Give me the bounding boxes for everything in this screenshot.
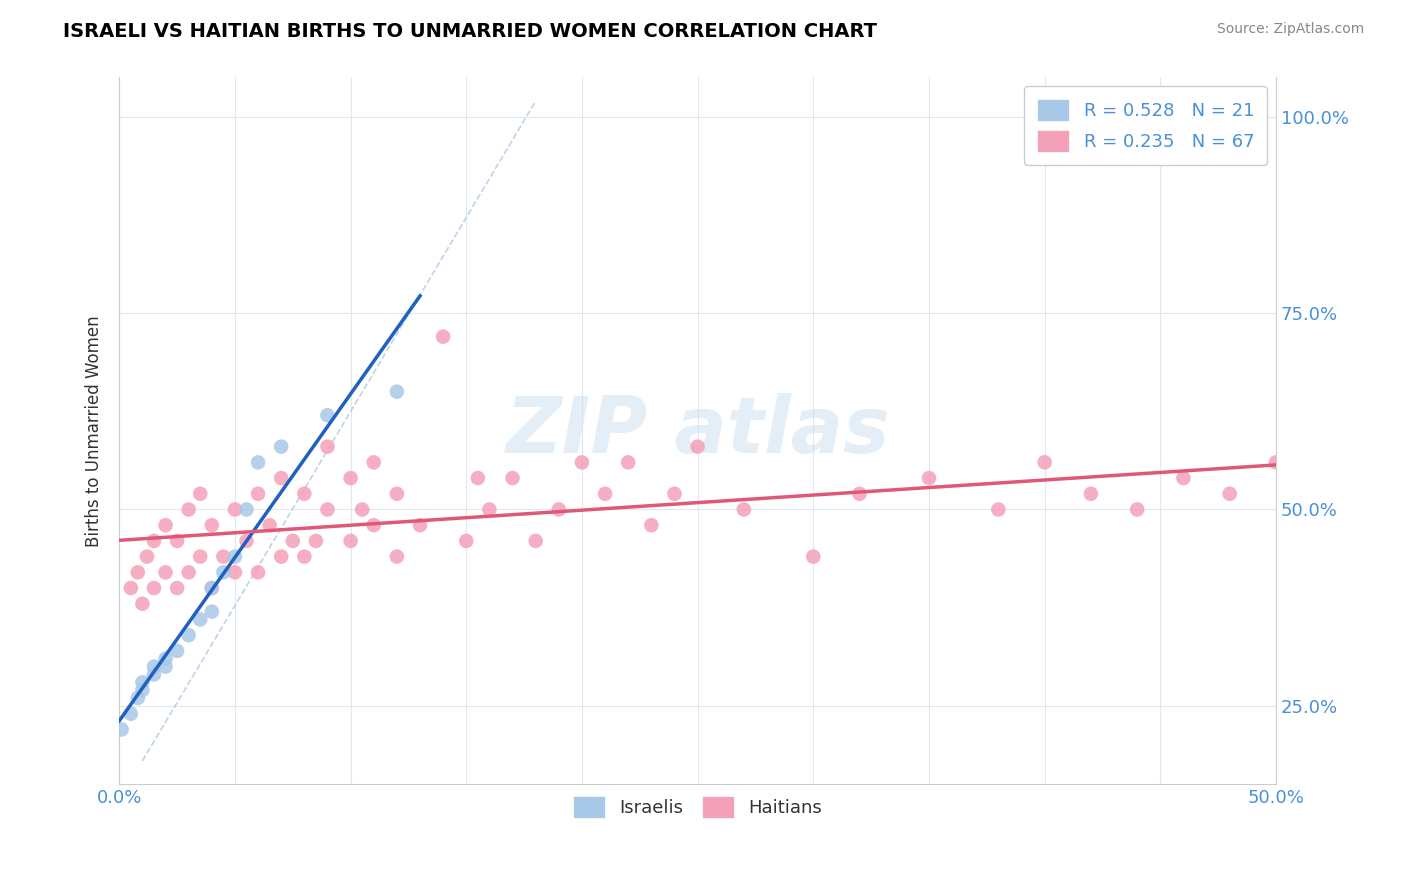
Haitians: [316, 440, 339, 454]
Haitians: [177, 502, 200, 516]
Haitians: [247, 566, 270, 580]
Haitians: [432, 329, 454, 343]
Haitians: [524, 533, 547, 548]
Haitians: [339, 471, 361, 485]
Haitians: [177, 566, 200, 580]
Text: ISRAELI VS HAITIAN BIRTHS TO UNMARRIED WOMEN CORRELATION CHART: ISRAELI VS HAITIAN BIRTHS TO UNMARRIED W…: [63, 22, 877, 41]
Haitians: [547, 502, 569, 516]
Israelis: [143, 667, 166, 681]
Haitians: [363, 455, 385, 469]
Israelis: [155, 659, 177, 673]
Israelis: [247, 455, 270, 469]
Israelis: [316, 408, 339, 422]
Haitians: [848, 487, 870, 501]
Haitians: [259, 518, 281, 533]
Israelis: [270, 440, 292, 454]
Haitians: [201, 581, 224, 595]
Haitians: [502, 471, 524, 485]
Israelis: [110, 723, 132, 737]
Haitians: [1173, 471, 1195, 485]
Haitians: [456, 533, 478, 548]
Haitians: [143, 533, 166, 548]
Haitians: [918, 471, 941, 485]
Haitians: [478, 502, 501, 516]
Haitians: [385, 487, 408, 501]
Haitians: [385, 549, 408, 564]
Israelis: [201, 605, 224, 619]
Haitians: [188, 549, 211, 564]
Israelis: [127, 691, 149, 706]
Israelis: [224, 549, 246, 564]
Haitians: [352, 502, 374, 516]
Haitians: [733, 502, 755, 516]
Text: Source: ZipAtlas.com: Source: ZipAtlas.com: [1216, 22, 1364, 37]
Haitians: [235, 533, 257, 548]
Y-axis label: Births to Unmarried Women: Births to Unmarried Women: [86, 315, 103, 547]
Haitians: [640, 518, 662, 533]
Haitians: [1403, 471, 1406, 485]
Haitians: [1080, 487, 1102, 501]
Haitians: [987, 502, 1010, 516]
Israelis: [155, 652, 177, 666]
Haitians: [1310, 487, 1333, 501]
Haitians: [801, 549, 824, 564]
Israelis: [188, 612, 211, 626]
Haitians: [1219, 487, 1241, 501]
Haitians: [1357, 455, 1379, 469]
Haitians: [1265, 455, 1288, 469]
Haitians: [247, 487, 270, 501]
Haitians: [131, 597, 153, 611]
Haitians: [188, 487, 211, 501]
Haitians: [127, 566, 149, 580]
Legend: Israelis, Haitians: Israelis, Haitians: [565, 789, 830, 825]
Haitians: [292, 487, 315, 501]
Israelis: [201, 581, 224, 595]
Haitians: [281, 533, 304, 548]
Haitians: [339, 533, 361, 548]
Haitians: [143, 581, 166, 595]
Israelis: [385, 384, 408, 399]
Israelis: [235, 502, 257, 516]
Haitians: [467, 471, 489, 485]
Israelis: [131, 675, 153, 690]
Text: ZIP atlas: ZIP atlas: [505, 393, 890, 469]
Haitians: [155, 518, 177, 533]
Haitians: [593, 487, 616, 501]
Haitians: [212, 549, 235, 564]
Haitians: [617, 455, 640, 469]
Haitians: [155, 566, 177, 580]
Haitians: [686, 440, 709, 454]
Haitians: [224, 502, 246, 516]
Israelis: [131, 683, 153, 698]
Israelis: [212, 566, 235, 580]
Haitians: [224, 566, 246, 580]
Haitians: [120, 581, 142, 595]
Haitians: [363, 518, 385, 533]
Haitians: [270, 471, 292, 485]
Israelis: [166, 644, 188, 658]
Israelis: [177, 628, 200, 642]
Haitians: [409, 518, 432, 533]
Haitians: [136, 549, 159, 564]
Haitians: [166, 533, 188, 548]
Israelis: [143, 659, 166, 673]
Israelis: [120, 706, 142, 721]
Haitians: [664, 487, 686, 501]
Haitians: [166, 581, 188, 595]
Haitians: [1126, 502, 1149, 516]
Haitians: [270, 549, 292, 564]
Haitians: [316, 502, 339, 516]
Haitians: [292, 549, 315, 564]
Haitians: [305, 533, 328, 548]
Haitians: [1033, 455, 1056, 469]
Haitians: [201, 518, 224, 533]
Haitians: [571, 455, 593, 469]
